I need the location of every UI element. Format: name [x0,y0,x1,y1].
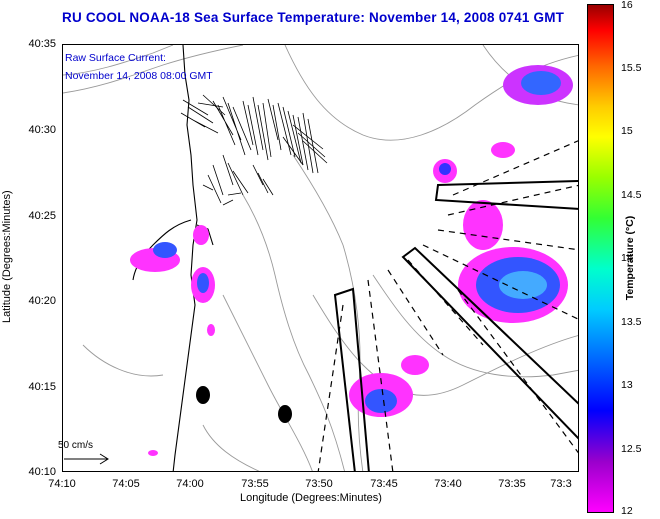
ytick-label: 40:15 [28,381,56,393]
raw-current-date: November 14, 2008 08:00 GMT [65,70,213,82]
scale-arrow-icon [64,453,109,465]
x-axis-label: Longitude (Degrees:Minutes) [240,492,382,504]
colorbar-label: Temperature (°C) [624,215,636,301]
current-vectors [180,94,328,206]
colorbar-tick: 13.5 [621,316,642,328]
colorbar-tick: 12.5 [621,443,642,455]
survey-boxes [333,180,578,471]
xtick-label: 74:05 [112,478,140,490]
raw-current-label: Raw Surface Current: [65,52,166,64]
xtick-label: 73:40 [434,478,462,490]
colorbar-tick: 16 [621,0,633,11]
scale-label: 50 cm/s [58,440,94,451]
colorbar-tick: 14.5 [621,189,642,201]
map-panel[interactable] [62,44,579,472]
ytick-label: 40:25 [28,210,56,222]
ytick-label: 40:20 [28,295,56,307]
sst-patches [130,65,573,456]
xtick-label: 73:35 [498,478,526,490]
map-title: RU COOL NOAA-18 Sea Surface Temperature:… [62,10,565,25]
colorbar-tick: 14 [621,252,633,264]
colorbar-tick: 12 [621,505,633,517]
y-axis-label: Latitude (Degrees:Minutes) [1,190,13,323]
station-marker[interactable] [278,405,292,423]
xtick-label: 74:00 [176,478,204,490]
radial-lines [317,140,578,471]
xtick-label: 73:55 [241,478,269,490]
xtick-label: 73:45 [370,478,398,490]
ytick-label: 40:10 [28,466,56,478]
station-marker[interactable] [196,386,210,404]
xtick-label: 73:50 [305,478,333,490]
colorbar-tick: 15 [621,125,633,137]
ytick-label: 40:30 [28,124,56,136]
bathymetry-contours [63,45,578,471]
colorbar-tick: 15.5 [621,62,642,74]
colorbar-tick: 13 [621,379,633,391]
xtick-label: 73:3 [550,478,572,490]
temperature-colorbar [587,4,614,513]
xtick-label: 74:10 [48,478,76,490]
ytick-label: 40:35 [28,38,56,50]
map-canvas [63,45,578,471]
